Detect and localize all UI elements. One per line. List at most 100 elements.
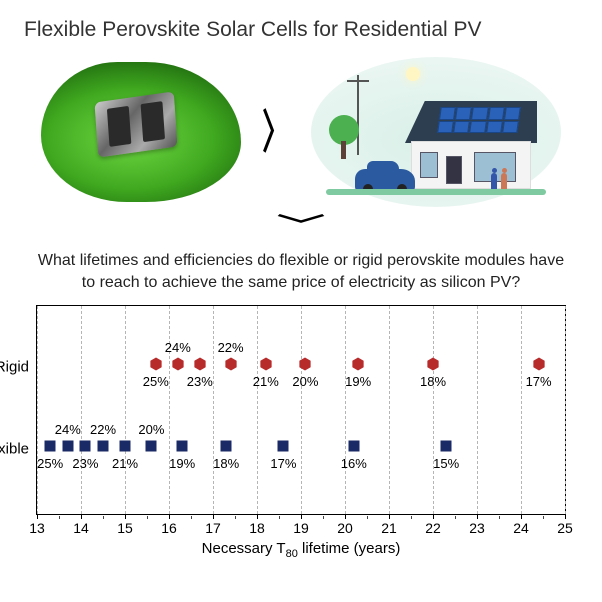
xtick <box>345 514 346 519</box>
xtick-minor <box>191 516 192 519</box>
point-label: 20% <box>292 374 318 389</box>
xtick <box>257 514 258 519</box>
xtick-minor <box>543 516 544 519</box>
xtick-label: 24 <box>513 520 529 536</box>
square-marker <box>177 440 188 451</box>
xtick <box>213 514 214 519</box>
point-label: 17% <box>270 456 296 471</box>
xtick-minor <box>147 516 148 519</box>
square-marker <box>62 440 73 451</box>
xtick-label: 19 <box>293 520 309 536</box>
hex-marker <box>352 358 365 371</box>
square-marker <box>348 440 359 451</box>
xtick-minor <box>103 516 104 519</box>
xtick-minor <box>235 516 236 519</box>
xtick-label: 13 <box>29 520 45 536</box>
xtick <box>433 514 434 519</box>
xtick-label: 25 <box>557 520 573 536</box>
xtick-label: 15 <box>117 520 133 536</box>
gridline <box>301 306 302 514</box>
hex-marker <box>299 358 312 371</box>
gridline <box>125 306 126 514</box>
xtick <box>125 514 126 519</box>
xtick <box>37 514 38 519</box>
xtick <box>81 514 82 519</box>
lifetime-efficiency-chart: Rigid Flexible Necessary T80 lifetime (y… <box>36 305 566 515</box>
xtick <box>477 514 478 519</box>
xtick-label: 21 <box>381 520 397 536</box>
xtick-label: 18 <box>249 520 265 536</box>
gridline <box>37 306 38 514</box>
hex-marker <box>193 358 206 371</box>
gridline <box>257 306 258 514</box>
point-label: 24% <box>55 422 81 437</box>
residential-pv-illustration <box>311 57 561 207</box>
point-label: 22% <box>90 422 116 437</box>
gridline <box>81 306 82 514</box>
xtick <box>389 514 390 519</box>
point-label: 19% <box>345 374 371 389</box>
point-label: 18% <box>420 374 446 389</box>
point-label: 25% <box>143 374 169 389</box>
point-label: 24% <box>165 340 191 355</box>
hex-marker <box>259 358 272 371</box>
point-label: 15% <box>433 456 459 471</box>
hex-marker <box>149 358 162 371</box>
x-axis-label: Necessary T80 lifetime (years) <box>202 540 401 560</box>
gridline <box>433 306 434 514</box>
xtick <box>521 514 522 519</box>
page-title: Flexible Perovskite Solar Cells for Resi… <box>0 0 602 52</box>
gridline <box>345 306 346 514</box>
research-question: What lifetimes and efficiencies do flexi… <box>0 244 602 301</box>
point-label: 20% <box>138 422 164 437</box>
square-marker <box>45 440 56 451</box>
arrow-right-icon: 〉 <box>262 109 290 155</box>
square-marker <box>441 440 452 451</box>
point-label: 21% <box>253 374 279 389</box>
gridline <box>521 306 522 514</box>
xtick-minor <box>323 516 324 519</box>
gridline <box>477 306 478 514</box>
xtick-minor <box>367 516 368 519</box>
xtick-label: 23 <box>469 520 485 536</box>
square-marker <box>98 440 109 451</box>
xtick-minor <box>499 516 500 519</box>
flexible-cell-photo <box>41 62 241 202</box>
gridline <box>169 306 170 514</box>
xtick-label: 20 <box>337 520 353 536</box>
gridline <box>213 306 214 514</box>
xtick <box>301 514 302 519</box>
point-label: 25% <box>37 456 63 471</box>
point-label: 22% <box>218 340 244 355</box>
ylabel-flexible: Flexible <box>0 441 29 458</box>
xtick-minor <box>59 516 60 519</box>
square-marker <box>120 440 131 451</box>
hex-marker <box>171 358 184 371</box>
xtick-minor <box>455 516 456 519</box>
hex-marker <box>532 358 545 371</box>
gridline <box>565 306 566 514</box>
square-marker <box>80 440 91 451</box>
hero-row: 〉 <box>0 52 602 212</box>
point-label: 23% <box>72 456 98 471</box>
ylabel-rigid: Rigid <box>0 359 29 376</box>
point-label: 17% <box>526 374 552 389</box>
point-label: 21% <box>112 456 138 471</box>
hex-marker <box>427 358 440 371</box>
square-marker <box>221 440 232 451</box>
point-label: 23% <box>187 374 213 389</box>
point-label: 18% <box>213 456 239 471</box>
xtick-label: 16 <box>161 520 177 536</box>
xtick-minor <box>411 516 412 519</box>
hex-marker <box>224 358 237 371</box>
xtick <box>169 514 170 519</box>
xtick-label: 22 <box>425 520 441 536</box>
xtick-label: 17 <box>205 520 221 536</box>
square-marker <box>146 440 157 451</box>
point-label: 16% <box>341 456 367 471</box>
point-label: 19% <box>169 456 195 471</box>
arrow-down-icon: ﹀ <box>277 217 325 235</box>
xtick-label: 14 <box>73 520 89 536</box>
gridline <box>389 306 390 514</box>
square-marker <box>278 440 289 451</box>
